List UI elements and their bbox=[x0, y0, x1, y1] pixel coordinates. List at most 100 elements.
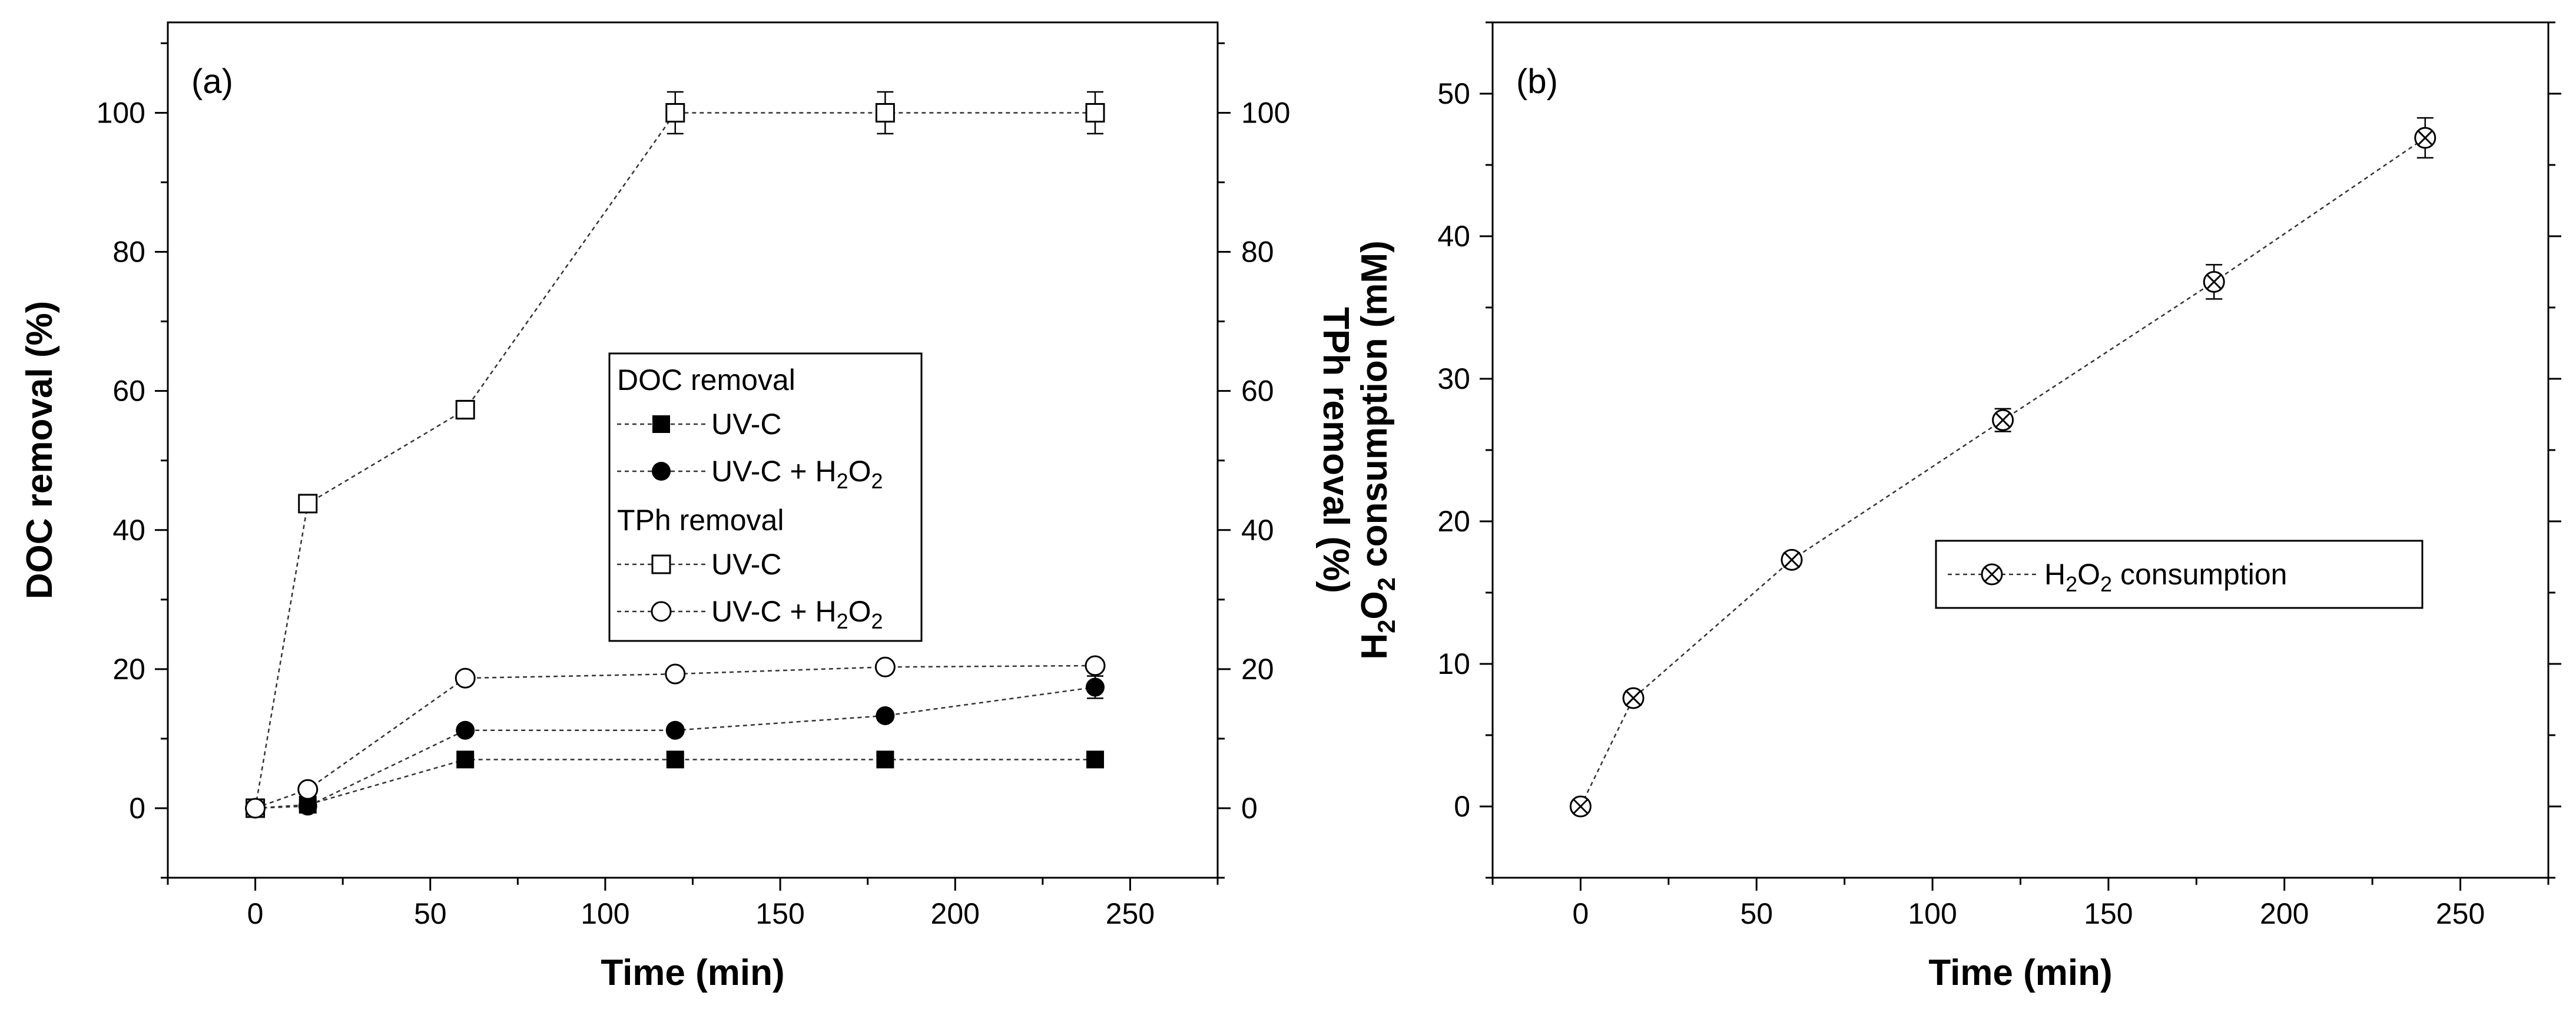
x-axis-title: Time (min) bbox=[601, 953, 784, 993]
plot-frame bbox=[1491, 21, 2550, 879]
data-point bbox=[455, 667, 476, 689]
y-tick-label: 80 bbox=[112, 236, 145, 269]
legend-marker bbox=[652, 415, 670, 433]
y-tick-label: 20 bbox=[1437, 505, 1470, 538]
x-tick-label: 150 bbox=[755, 897, 804, 930]
y-right-axis-title: TPh removal (%) bbox=[1315, 307, 1356, 593]
x-axis-title: Time (min) bbox=[1928, 953, 2112, 993]
marker-cross bbox=[1984, 566, 2000, 583]
legend-entry: UV-C bbox=[617, 408, 781, 441]
legend-entry: UV-C + H2O2 bbox=[617, 455, 883, 493]
legend-entry: UV-C + H2O2 bbox=[617, 595, 883, 633]
x-tick-label: 50 bbox=[1740, 897, 1773, 930]
legend-marker bbox=[651, 601, 672, 622]
data-point bbox=[297, 779, 319, 800]
y-tick-label: 0 bbox=[1454, 790, 1470, 823]
legend-marker bbox=[651, 554, 671, 574]
data-point bbox=[456, 750, 475, 769]
data-point bbox=[1992, 409, 2014, 431]
x-tick-label: 200 bbox=[931, 897, 980, 930]
y-right-tick-label: 80 bbox=[1241, 236, 1274, 269]
panel-b-h2o2-consumption-chart: 0 50 100 150 200 250 0 10 20 30 40 50 Time (min) H2O2… bbox=[1354, 21, 2561, 993]
data-point bbox=[245, 798, 266, 819]
x-tick-label: 250 bbox=[1106, 897, 1155, 930]
legend-label: UV-C bbox=[711, 408, 781, 441]
legend-group-title: DOC removal bbox=[617, 363, 795, 396]
data-point bbox=[876, 706, 895, 725]
x-tick-label: 250 bbox=[2436, 897, 2485, 930]
y-axis-title: DOC removal (%) bbox=[19, 301, 60, 599]
marker-cross bbox=[1783, 552, 1800, 568]
x-tick-label: 50 bbox=[414, 897, 447, 930]
series-1 bbox=[246, 750, 1104, 817]
data-point bbox=[665, 720, 685, 740]
data-point bbox=[665, 102, 685, 123]
legend-entry: UV-C bbox=[617, 548, 781, 581]
data-point bbox=[456, 720, 475, 740]
y-tick-label: 60 bbox=[112, 375, 145, 408]
data-point bbox=[666, 750, 684, 769]
panel-label: (a) bbox=[191, 62, 233, 101]
data-point bbox=[298, 494, 318, 514]
legend-label: UV-C bbox=[711, 548, 781, 581]
data-point bbox=[1085, 655, 1106, 676]
data-point bbox=[875, 102, 895, 123]
legend-marker bbox=[652, 462, 671, 481]
legend-marker bbox=[1981, 563, 2003, 586]
marker-cross bbox=[1626, 690, 1642, 706]
legend-group-title: TPh removal bbox=[617, 504, 784, 537]
y-right-tick-label: 100 bbox=[1241, 96, 1290, 129]
marker-cross bbox=[2206, 274, 2222, 290]
legend-box bbox=[608, 352, 923, 642]
panel-a-doc-tph-removal-chart: 0 50 100 150 200 250 0 20 40 60 80 100 0 20 40 60 80 100 T… bbox=[19, 21, 1356, 993]
y-tick-label: 50 bbox=[1437, 77, 1470, 110]
series-line bbox=[1580, 137, 2426, 807]
data-point bbox=[1085, 102, 1105, 123]
x-tick-label: 150 bbox=[2084, 897, 2133, 930]
series-2 bbox=[246, 675, 1105, 818]
y-tick-label: 30 bbox=[1437, 362, 1470, 395]
series-line bbox=[255, 686, 1096, 809]
x-tick-label: 0 bbox=[1573, 897, 1589, 930]
y-tick-label: 40 bbox=[112, 514, 145, 547]
data-point bbox=[298, 796, 317, 816]
legend-label: H2O2 consumption bbox=[2044, 558, 2287, 596]
data-point bbox=[874, 656, 896, 677]
legend: H2O2 consumption bbox=[1935, 540, 2424, 609]
x-tick-label: 100 bbox=[1908, 897, 1957, 930]
data-point bbox=[876, 750, 894, 769]
y-tick-label: 40 bbox=[1437, 220, 1470, 253]
legend-label: UV-C + H2O2 bbox=[711, 595, 883, 633]
legend-entry: H2O2 consumption bbox=[1948, 558, 2287, 596]
y-tick-label: 0 bbox=[129, 792, 145, 825]
y-right-tick-label: 40 bbox=[1241, 514, 1274, 547]
y-tick-label: 10 bbox=[1437, 647, 1470, 680]
x-tick-label: 200 bbox=[2260, 897, 2309, 930]
y-tick-label: 20 bbox=[112, 653, 145, 686]
data-point bbox=[1622, 687, 1645, 709]
data-point bbox=[455, 400, 475, 420]
x-tick-label: 0 bbox=[247, 897, 264, 930]
data-point bbox=[1085, 677, 1105, 697]
series-line bbox=[254, 112, 1095, 809]
data-point bbox=[1569, 795, 1592, 818]
series-1 bbox=[1569, 117, 2436, 818]
series-4 bbox=[245, 655, 1106, 819]
data-point bbox=[1086, 750, 1104, 769]
data-point bbox=[1781, 548, 1803, 571]
panel-label: (b) bbox=[1516, 62, 1558, 101]
legend: DOC removal TPh removal UV-C UV-C + H2O2 UV-… bbox=[608, 352, 923, 642]
data-point bbox=[2414, 127, 2436, 149]
y-axis-title: H2O2 consumption (mM) bbox=[1354, 240, 1400, 659]
marker-cross bbox=[1995, 412, 2011, 428]
marker-cross bbox=[2417, 130, 2433, 146]
y-right-tick-label: 0 bbox=[1241, 792, 1258, 825]
data-point bbox=[665, 663, 686, 685]
data-point bbox=[2203, 270, 2225, 293]
y-tick-label: 100 bbox=[97, 96, 145, 129]
legend-label: UV-C + H2O2 bbox=[711, 455, 883, 493]
marker-cross bbox=[1573, 798, 1589, 815]
y-right-tick-label: 20 bbox=[1241, 653, 1274, 686]
x-tick-label: 100 bbox=[581, 897, 629, 930]
